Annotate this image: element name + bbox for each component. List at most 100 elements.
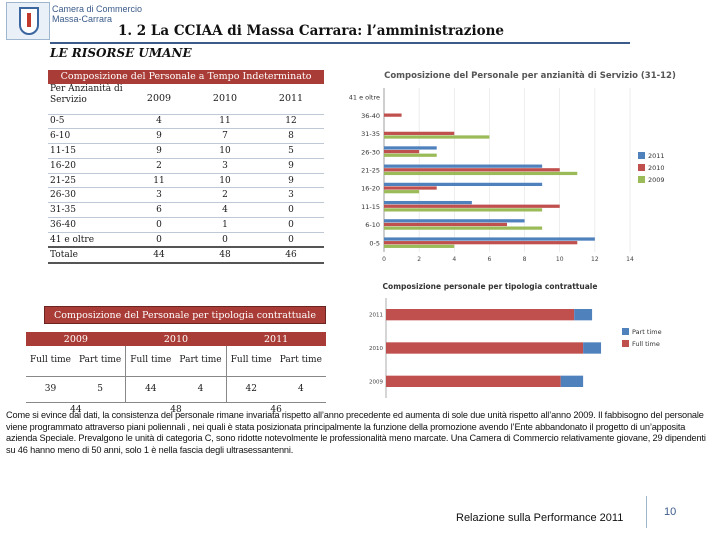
page-title: 1. 2 La CCIAA di Massa Carrara: l’ammini… (118, 23, 505, 39)
x-tick-label: 2 (417, 256, 421, 263)
bar-2011 (384, 200, 472, 205)
bar-part-time (560, 375, 584, 387)
y-tick-label: 2011 (369, 313, 383, 319)
bar-full-time (386, 342, 584, 354)
cell: 44 (125, 376, 176, 403)
row-label: 41 e oltre (48, 232, 126, 248)
cell: 11 (126, 173, 192, 189)
legend-swatch (638, 164, 645, 171)
bar-part-time (583, 342, 602, 354)
cell: 0 (258, 232, 324, 248)
x-tick-label: 14 (626, 256, 634, 263)
y-tick-label: 21-25 (361, 167, 380, 175)
type-header: Part time (74, 346, 127, 377)
cell: 3 (192, 158, 258, 174)
bar-2010 (384, 204, 560, 208)
bar-2010 (384, 186, 437, 190)
x-tick-label: 12 (591, 256, 599, 263)
cell: 9 (126, 143, 192, 159)
contract-table-title: Composizione del Personale per tipologia… (44, 306, 326, 324)
y-tick-label: 41 e oltre (349, 94, 380, 102)
row-label: 26-30 (48, 187, 126, 204)
cell: 2 (126, 158, 192, 174)
cell: 3 (258, 187, 324, 204)
cell: 44 (70, 405, 82, 416)
cell: 9 (258, 158, 324, 174)
table-row: 16-20 2 3 9 (48, 158, 324, 174)
row-label: 11-15 (48, 143, 126, 159)
organization-line2: Massa-Carrara (52, 14, 113, 24)
cell: 9 (258, 173, 324, 189)
bar-2009 (384, 226, 543, 230)
y-tick-label: 11-15 (361, 203, 380, 211)
chart-title: Composizione personale per tipologia con… (383, 282, 598, 291)
legend-label: 2011 (648, 152, 665, 160)
bar-full-time (386, 375, 561, 387)
bar-part-time (574, 309, 593, 321)
cell: 0 (192, 232, 258, 248)
table-row: 11-15 9 10 5 (48, 143, 324, 159)
bar-2011 (384, 219, 525, 223)
body-paragraph: Come si evince dai dati, la consistenza … (6, 410, 706, 455)
bar-2009 (384, 135, 490, 139)
y-tick-label: 6-10 (365, 221, 380, 229)
row-label: 21-25 (48, 173, 126, 189)
bar-2009 (384, 208, 543, 212)
x-tick-label: 0 (382, 256, 386, 263)
row-label: 16-20 (48, 158, 126, 174)
bar-2010 (384, 113, 402, 117)
year-header: 2011 (258, 84, 324, 115)
x-tick-label: 10 (556, 256, 564, 263)
cell: 9 (126, 128, 192, 145)
section-subtitle: LE RISORSE UMANE (50, 46, 192, 60)
bar-2011 (384, 164, 543, 168)
cell: 0 (126, 217, 192, 233)
cell: 10 (192, 143, 258, 159)
chamber-logo (6, 2, 50, 40)
row-label: 36-40 (48, 217, 126, 233)
contract-table: 2009 2010 2011 Full time Part time Full … (26, 332, 326, 418)
bar-2010 (384, 241, 578, 245)
cell: 42 (226, 376, 276, 403)
cell: 2 (192, 187, 258, 204)
legend-swatch (622, 340, 629, 347)
chart-title: Composizione del Personale per anzianità… (384, 71, 676, 81)
table-row: 26-30 3 2 3 (48, 187, 324, 204)
cell: 1 (192, 217, 258, 233)
report-label: Relazione sulla Performance 2011 (456, 512, 624, 524)
bar-2010 (384, 131, 455, 135)
year-header: 2009 (126, 84, 192, 115)
type-header: Full time (125, 346, 176, 377)
total-row: Totale 44 48 46 (48, 246, 324, 265)
bar-2011 (384, 237, 595, 241)
bar-2009 (384, 190, 420, 194)
cell: 0 (258, 202, 324, 219)
seniority-table-title: Composizione del Personale a Tempo Indet… (48, 70, 324, 84)
cell: 10 (192, 173, 258, 189)
organization-name: Camera di Commercio Massa-Carrara (52, 4, 142, 24)
legend-label: Full time (632, 340, 660, 348)
title-divider (50, 42, 630, 44)
row-label: Totale (48, 246, 126, 265)
cell: 46 (258, 246, 324, 265)
bar-2009 (384, 153, 437, 157)
type-header: Part time (175, 346, 227, 377)
bar-2009 (384, 244, 455, 248)
table-row: 31-35 6 4 0 (48, 202, 324, 219)
row-label: 0-5 (48, 114, 126, 130)
x-tick-label: 4 (452, 256, 456, 263)
bar-full-time (386, 309, 575, 321)
legend-label: 2010 (648, 164, 665, 172)
x-tick-label: 6 (488, 256, 492, 263)
y-tick-label: 0-5 (369, 239, 380, 247)
x-tick-label: 8 (523, 256, 527, 263)
cell: 0 (126, 232, 192, 248)
cell: 3 (126, 187, 192, 204)
cell: 48 (170, 405, 182, 416)
organization-line1: Camera di Commercio (52, 4, 143, 14)
seniority-table: Per Anzianità di Servizio 2009 2010 2011… (48, 84, 324, 265)
year-header: 2010 (192, 84, 258, 115)
table-row: 21-25 11 10 9 (48, 173, 324, 189)
y-tick-label: 36-40 (361, 112, 380, 120)
year-header: 2011 (226, 332, 326, 346)
